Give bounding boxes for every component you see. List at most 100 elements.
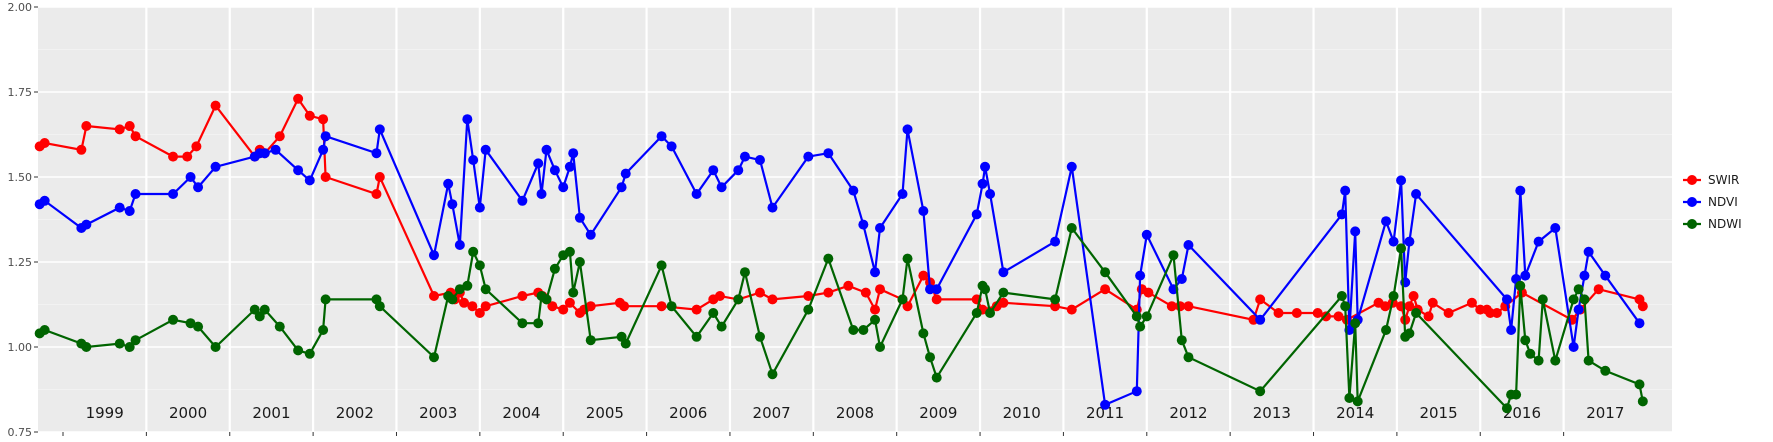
data-point-ndwi <box>691 331 702 342</box>
legend-key-point <box>1687 219 1697 229</box>
data-point-ndvi <box>666 141 677 152</box>
data-point-ndwi <box>925 352 936 363</box>
data-point-ndvi <box>985 189 996 199</box>
year-label: 2012 <box>1169 404 1207 422</box>
year-label: 2001 <box>252 404 290 422</box>
year-label: 2016 <box>1503 404 1541 422</box>
data-point-ndwi <box>875 342 886 352</box>
data-point-swir <box>304 110 315 121</box>
data-point-ndvi <box>1176 274 1187 284</box>
data-point-ndwi <box>1520 335 1531 346</box>
data-point-ndvi <box>980 161 991 172</box>
data-point-ndvi <box>1066 161 1077 172</box>
legend-label-swir: SWIR <box>1708 173 1739 187</box>
data-point-ndwi <box>1255 386 1266 397</box>
data-point-ndvi <box>902 124 913 135</box>
year-label: 2011 <box>1086 404 1124 422</box>
data-point-ndvi <box>1533 236 1544 247</box>
data-point-ndvi <box>428 250 439 261</box>
data-point-ndwi <box>1573 284 1584 295</box>
data-point-swir <box>656 301 667 312</box>
data-point-swir <box>114 124 125 135</box>
data-point-ndwi <box>980 284 991 295</box>
data-point-ndwi <box>533 318 544 329</box>
data-point-ndwi <box>767 369 778 380</box>
data-point-ndvi <box>1600 270 1611 281</box>
data-point-ndvi <box>897 189 908 199</box>
data-point-ndwi <box>1511 389 1522 400</box>
data-point-swir <box>1637 301 1648 312</box>
data-point-ndvi <box>1634 318 1645 329</box>
data-point-ndvi <box>931 284 942 295</box>
data-point-swir <box>931 294 942 305</box>
year-labels: 1999 2000 2001 2002 2003 2004 2005 2006 2007 2008… <box>86 404 1625 422</box>
data-point-ndvi <box>1396 175 1407 186</box>
data-point-ndwi <box>971 308 982 318</box>
data-point-ndwi <box>1579 294 1590 305</box>
data-point-swir <box>459 297 470 308</box>
data-point-swir <box>81 121 92 131</box>
data-point-swir <box>318 114 329 125</box>
year-label: 2003 <box>419 404 457 422</box>
data-point-ndwi <box>541 294 552 305</box>
data-point-ndvi <box>1340 185 1351 196</box>
data-point-ndvi <box>454 240 465 250</box>
data-point-ndwi <box>1568 294 1579 305</box>
year-label: 2009 <box>919 404 957 422</box>
data-point-ndvi <box>443 178 454 189</box>
data-point-ndwi <box>428 352 439 363</box>
data-point-ndwi <box>1515 280 1526 291</box>
data-point-swir <box>1333 311 1344 322</box>
data-point-swir <box>691 304 702 315</box>
data-point-ndvi <box>977 178 988 189</box>
grid-lines <box>38 6 1672 433</box>
data-point-swir <box>480 301 491 312</box>
year-label: 2000 <box>169 404 207 422</box>
data-point-swir <box>860 287 871 298</box>
series-ndvi <box>34 114 1645 410</box>
data-point-swir <box>371 189 382 199</box>
data-point-swir <box>474 308 485 318</box>
data-point-ndwi <box>1411 308 1422 318</box>
data-point-ndwi <box>185 318 196 329</box>
data-point-ndwi <box>716 321 727 332</box>
year-label: 2010 <box>1003 404 1041 422</box>
data-point-ndvi <box>536 189 547 199</box>
data-point-ndvi <box>1501 294 1512 305</box>
data-point-ndwi <box>568 287 579 298</box>
data-point-ndvi <box>1050 236 1061 247</box>
year-label: 2006 <box>669 404 707 422</box>
data-point-ndvi <box>767 202 778 213</box>
data-point-swir <box>39 138 50 148</box>
series-ndwi <box>34 223 1648 414</box>
data-point-ndwi <box>1066 223 1077 233</box>
data-point-swir <box>767 294 778 305</box>
data-point-ndwi <box>1131 311 1142 322</box>
data-point-ndvi <box>1411 189 1422 199</box>
data-point-ndvi <box>1381 216 1392 227</box>
data-point-ndwi <box>193 321 204 332</box>
data-point-ndvi <box>568 148 579 159</box>
data-point-swir <box>918 270 929 281</box>
data-point-ndwi <box>114 338 125 349</box>
data-point-ndvi <box>564 161 575 172</box>
data-point-swir <box>1380 301 1391 312</box>
data-point-ndwi <box>454 284 465 295</box>
data-point-ndvi <box>304 175 315 186</box>
data-point-ndwi <box>870 314 881 325</box>
data-point-swir <box>210 100 221 111</box>
data-point-ndvi <box>1579 270 1590 281</box>
data-point-ndvi <box>39 195 50 206</box>
y-tick-label: 0.75 <box>8 426 33 439</box>
data-point-swir <box>714 291 725 301</box>
data-point-swir <box>517 291 528 301</box>
data-point-ndvi <box>1135 270 1146 281</box>
data-point-swir <box>1466 297 1477 308</box>
data-point-ndwi <box>462 280 473 291</box>
data-point-ndvi <box>270 144 281 155</box>
data-point-ndvi <box>480 144 491 155</box>
data-point-ndwi <box>318 325 329 335</box>
data-point-swir <box>130 131 141 142</box>
data-point-swir <box>1143 287 1154 298</box>
data-point-swir <box>1443 308 1454 318</box>
